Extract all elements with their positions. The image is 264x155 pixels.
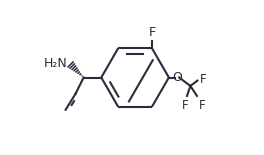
Text: F: F (200, 73, 206, 86)
Text: H₂N: H₂N (44, 57, 68, 70)
Text: F: F (148, 26, 155, 39)
Text: F: F (182, 99, 189, 112)
Text: O: O (172, 71, 182, 84)
Text: F: F (199, 99, 206, 112)
